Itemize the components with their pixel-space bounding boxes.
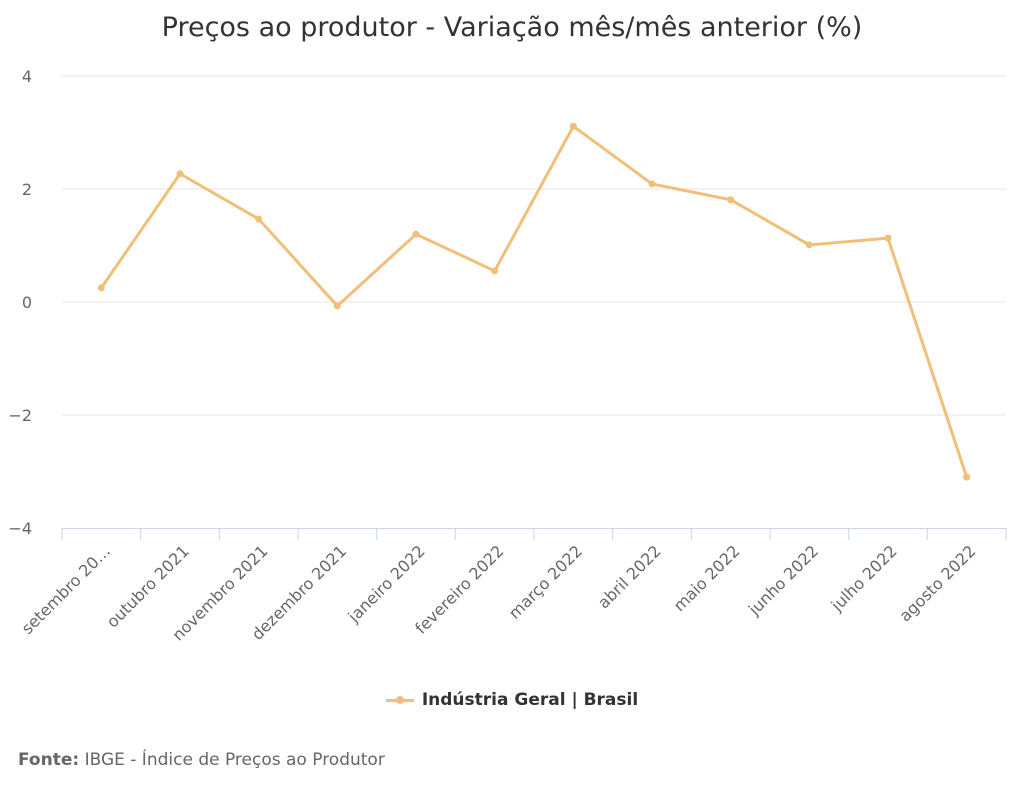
series-line [100,124,969,478]
source-text: IBGE - Índice de Preços ao Produtor [84,750,385,770]
source-label: Fonte: [18,750,80,770]
data-point [963,473,971,481]
x-tick-label: setembro 20… [18,541,115,638]
x-tick-label: abril 2022 [594,541,665,612]
x-tick-label: agosto 2022 [895,541,979,625]
x-tick-label: outubro 2021 [103,541,193,631]
y-tick-label: −4 [8,519,32,538]
y-tick-label: 2 [22,180,32,199]
chart-title: Preços ao produtor - Variação mês/mês an… [161,12,863,43]
x-tick-label: março 2022 [505,541,586,622]
x-tick-label: junho 2022 [744,541,822,619]
y-tick-label: −2 [8,406,32,425]
data-point [805,241,813,249]
data-point [333,302,341,310]
data-point [176,170,184,178]
y-tick-label: 0 [22,293,32,312]
data-point [255,215,263,223]
data-point [412,230,420,238]
source-note: Fonte: IBGE - Índice de Preços ao Produt… [18,750,385,770]
data-point [727,196,735,204]
legend-label: Indústria Geral | Brasil [421,690,639,710]
x-tick-label: janeiro 2022 [344,541,429,626]
data-point [569,122,577,130]
legend-item[interactable]: Indústria Geral | Brasil [0,690,1024,710]
legend-line-marker-icon [385,696,414,704]
x-tick-label: maio 2022 [670,541,744,615]
data-point [884,234,892,242]
y-tick-label: 4 [22,67,32,86]
data-point [491,267,499,275]
data-point [648,180,656,188]
data-point [97,284,105,292]
x-tick-label: julho 2022 [827,541,901,615]
